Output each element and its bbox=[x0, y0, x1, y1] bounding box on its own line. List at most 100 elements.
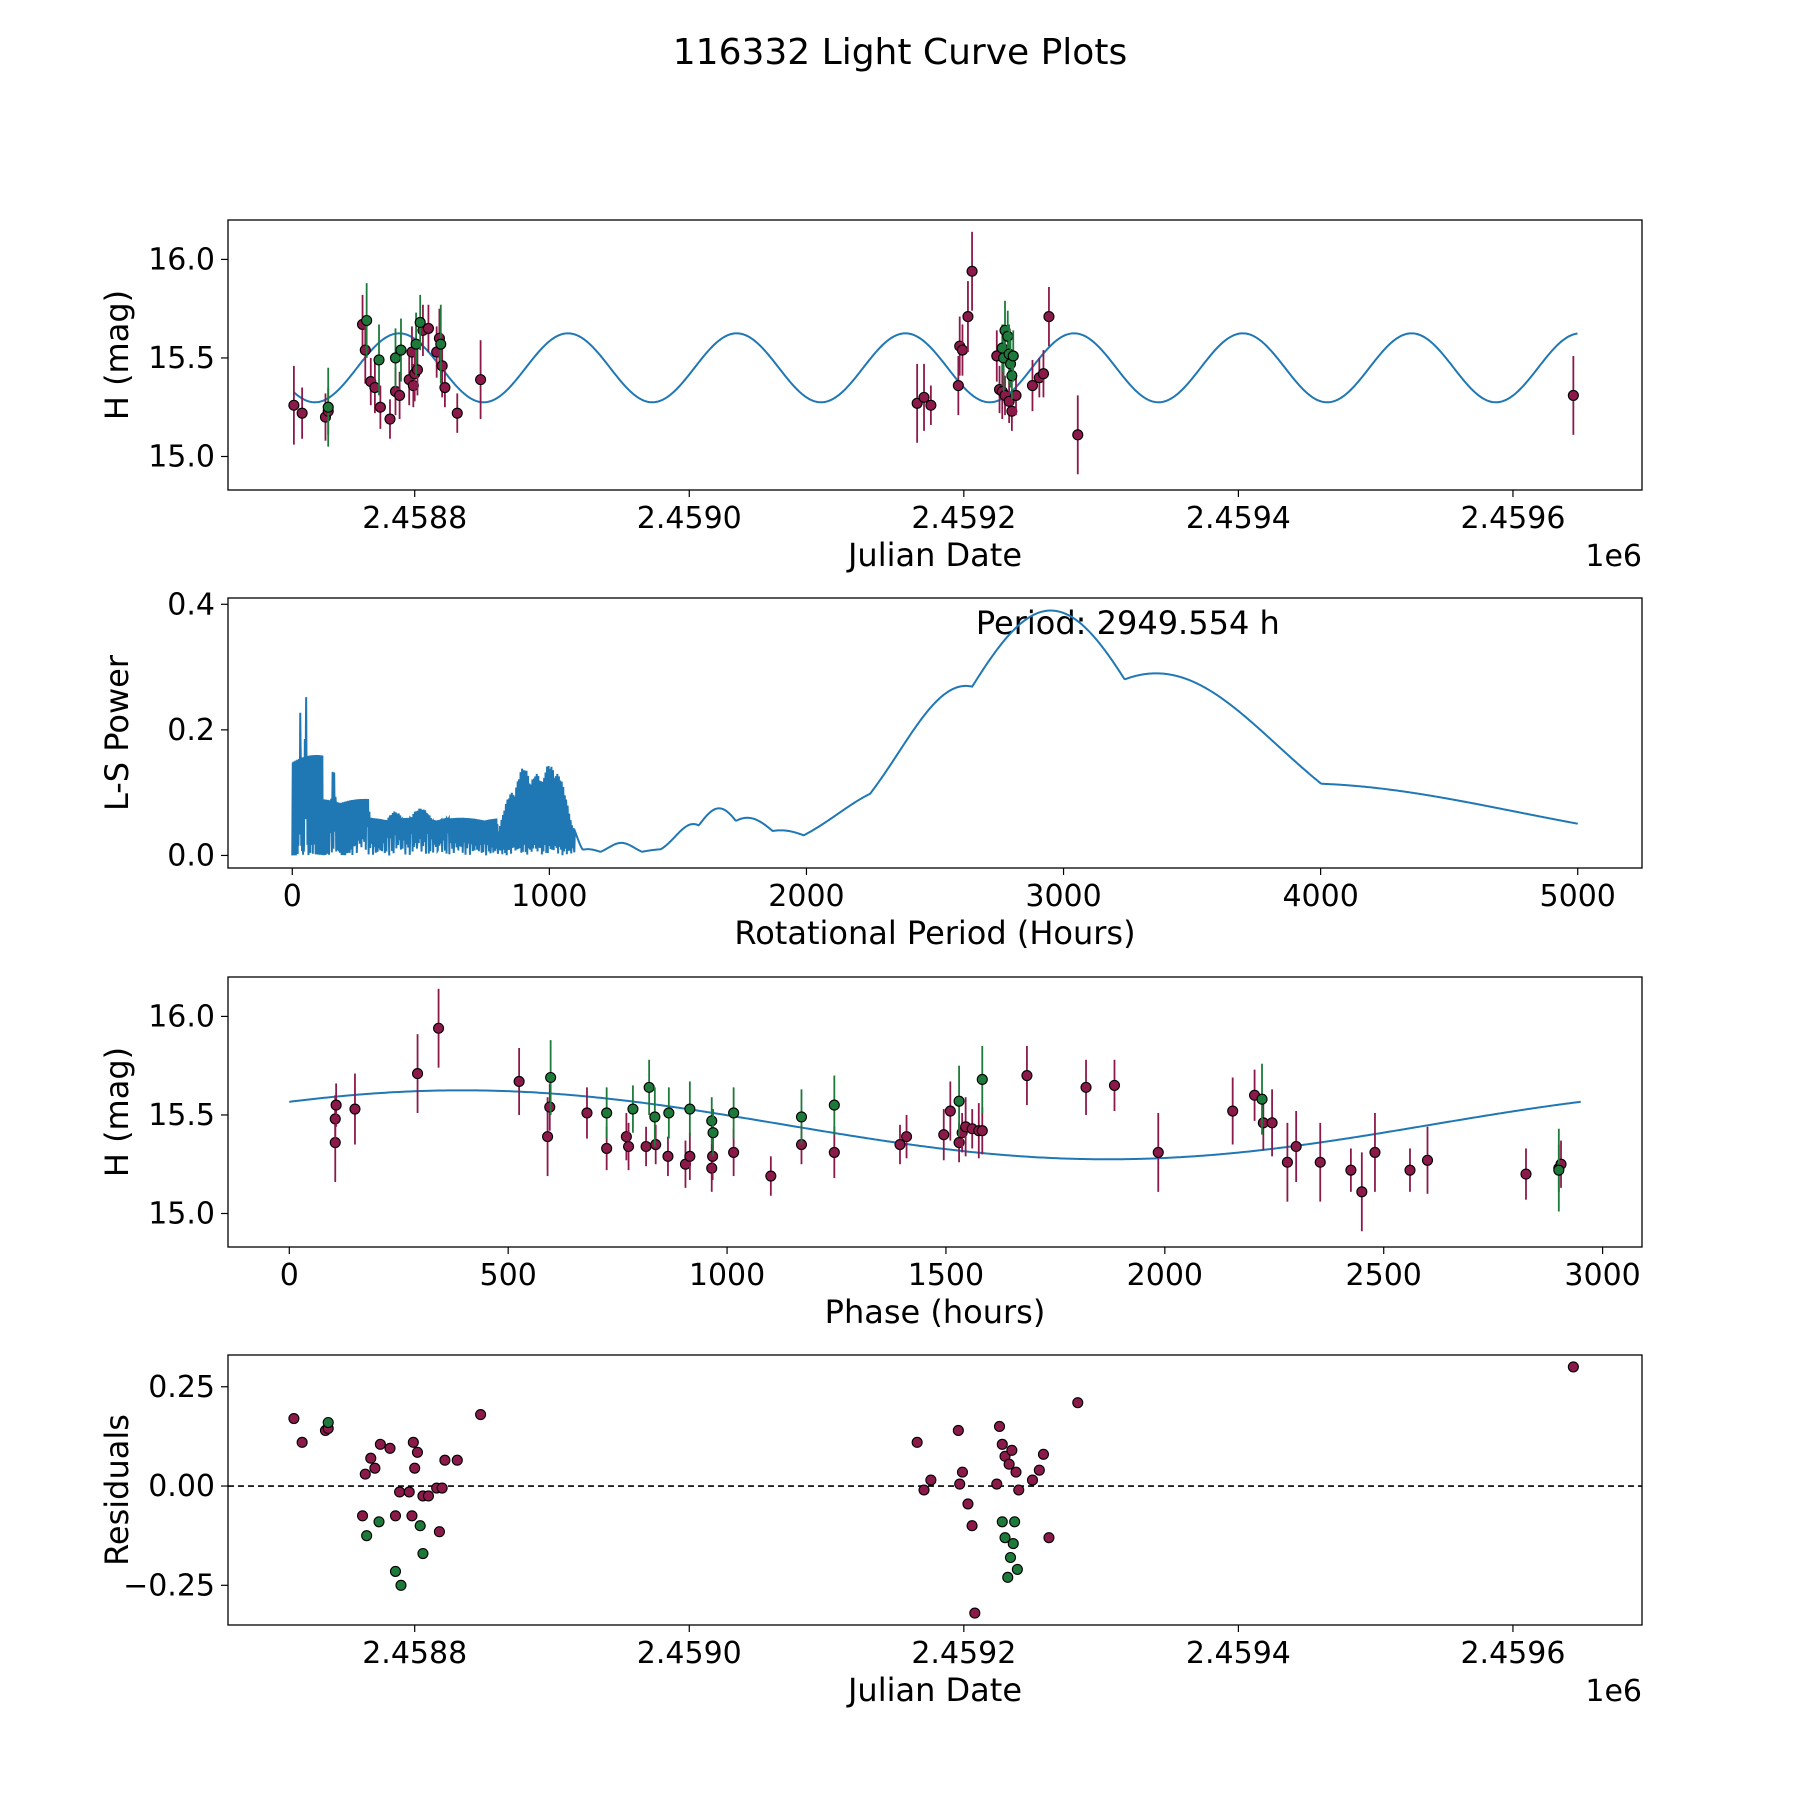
data-point bbox=[601, 1107, 613, 1119]
figure-title: 116332 Light Curve Plots bbox=[673, 32, 1127, 73]
data-point bbox=[361, 1530, 373, 1542]
data-point bbox=[1281, 1156, 1293, 1168]
data-point bbox=[1007, 1538, 1019, 1550]
data-point bbox=[976, 1073, 988, 1086]
data-point bbox=[1072, 429, 1084, 441]
data-point bbox=[439, 381, 451, 394]
data-point bbox=[395, 344, 407, 356]
data-point bbox=[433, 1526, 445, 1538]
data-point bbox=[406, 1510, 418, 1522]
model-curve bbox=[289, 1089, 1581, 1161]
data-point bbox=[395, 1579, 407, 1591]
data-point bbox=[389, 1565, 402, 1577]
data-point bbox=[1011, 1563, 1023, 1575]
y-tick-label: 15.0 bbox=[148, 1196, 215, 1231]
data-point bbox=[925, 1474, 937, 1486]
data-point bbox=[451, 407, 463, 419]
data-point bbox=[365, 1452, 377, 1464]
data-point bbox=[1520, 1168, 1532, 1180]
data-point bbox=[684, 1103, 696, 1115]
y-tick-label: 15.0 bbox=[148, 439, 215, 474]
data-point bbox=[414, 316, 426, 329]
axes-frame bbox=[227, 976, 1643, 1248]
x-tick-label: 0 bbox=[280, 1258, 299, 1293]
data-point bbox=[1009, 1516, 1021, 1528]
data-point bbox=[296, 1436, 308, 1448]
data-point bbox=[433, 1022, 445, 1034]
data-point bbox=[373, 1516, 385, 1528]
data-point bbox=[475, 374, 487, 386]
data-point bbox=[356, 1510, 369, 1522]
data-point bbox=[1033, 1464, 1045, 1476]
data-point bbox=[542, 1131, 554, 1143]
data-point bbox=[330, 1099, 342, 1111]
x-tick-label: 1500 bbox=[908, 1258, 984, 1293]
data-point bbox=[765, 1170, 777, 1182]
x-tick-label: 2000 bbox=[768, 879, 844, 914]
y-tick-label: 15.5 bbox=[148, 341, 215, 376]
data-point bbox=[439, 1454, 451, 1466]
y-tick-label: 15.5 bbox=[148, 1098, 215, 1133]
data-point bbox=[1567, 389, 1579, 401]
y-tick-label: 0.4 bbox=[167, 587, 215, 622]
plot-area bbox=[228, 1361, 1642, 1619]
data-point bbox=[1345, 1164, 1357, 1176]
data-point bbox=[581, 1107, 593, 1119]
data-point bbox=[993, 1420, 1006, 1433]
data-point bbox=[663, 1107, 675, 1119]
data-point bbox=[962, 311, 974, 323]
data-point bbox=[361, 314, 373, 327]
data-point bbox=[707, 1127, 719, 1139]
data-point bbox=[900, 1131, 913, 1143]
data-point bbox=[1010, 1466, 1022, 1478]
data-point bbox=[1037, 1448, 1050, 1460]
data-point bbox=[911, 1436, 923, 1448]
x-tick-label: 2.4592 bbox=[911, 501, 1016, 536]
x-tick-label: 2000 bbox=[1127, 1258, 1203, 1293]
data-point bbox=[795, 1111, 808, 1123]
x-tick-label: 500 bbox=[480, 1258, 537, 1293]
x-axis-offset-label: 1e6 bbox=[1585, 1674, 1642, 1709]
data-point bbox=[1006, 1444, 1018, 1456]
y-tick-label: 0.0 bbox=[167, 838, 215, 873]
y-axis-label: H (mag) bbox=[98, 290, 136, 420]
data-point bbox=[288, 399, 300, 411]
data-point bbox=[1421, 1154, 1434, 1166]
data-point bbox=[451, 1454, 463, 1466]
data-point bbox=[894, 1138, 906, 1151]
x-tick-label: 0 bbox=[283, 879, 302, 914]
data-point bbox=[414, 1520, 426, 1532]
data-point bbox=[649, 1111, 661, 1123]
data-point bbox=[956, 344, 969, 356]
plot-area bbox=[288, 231, 1579, 475]
data-point bbox=[1152, 1146, 1164, 1158]
data-point bbox=[1004, 1551, 1017, 1564]
data-point bbox=[1290, 1140, 1302, 1153]
data-point bbox=[407, 1436, 419, 1448]
x-tick-label: 2500 bbox=[1346, 1258, 1422, 1293]
x-tick-label: 2.4594 bbox=[1186, 501, 1291, 536]
plot-area bbox=[291, 609, 1578, 856]
light-curve-panel: Julian Date H (mag) 1e6 2.4588 2.4590 2.45… bbox=[98, 219, 1643, 574]
data-point bbox=[1108, 1079, 1121, 1091]
data-point bbox=[1404, 1164, 1416, 1176]
data-point bbox=[969, 1607, 981, 1619]
data-point bbox=[1072, 1397, 1084, 1409]
data-point bbox=[918, 391, 930, 403]
data-point bbox=[422, 1490, 434, 1502]
data-point bbox=[1013, 1484, 1025, 1496]
periodogram-line bbox=[291, 609, 1578, 856]
data-point bbox=[828, 1099, 840, 1111]
data-point bbox=[966, 1520, 978, 1532]
data-point bbox=[728, 1146, 740, 1158]
x-axis-offset-label: 1e6 bbox=[1585, 539, 1642, 574]
data-point bbox=[374, 401, 386, 413]
phase-folded-panel: Phase (hours) H (mag) 0 500 1000 1500 2000 25… bbox=[98, 976, 1643, 1331]
y-tick-label: 0.00 bbox=[148, 1469, 215, 1504]
data-point bbox=[1043, 311, 1055, 323]
data-point bbox=[601, 1142, 613, 1155]
data-point bbox=[359, 344, 371, 356]
x-axis-label: Phase (hours) bbox=[825, 1293, 1046, 1331]
data-point bbox=[403, 1486, 415, 1498]
data-point bbox=[828, 1146, 840, 1158]
